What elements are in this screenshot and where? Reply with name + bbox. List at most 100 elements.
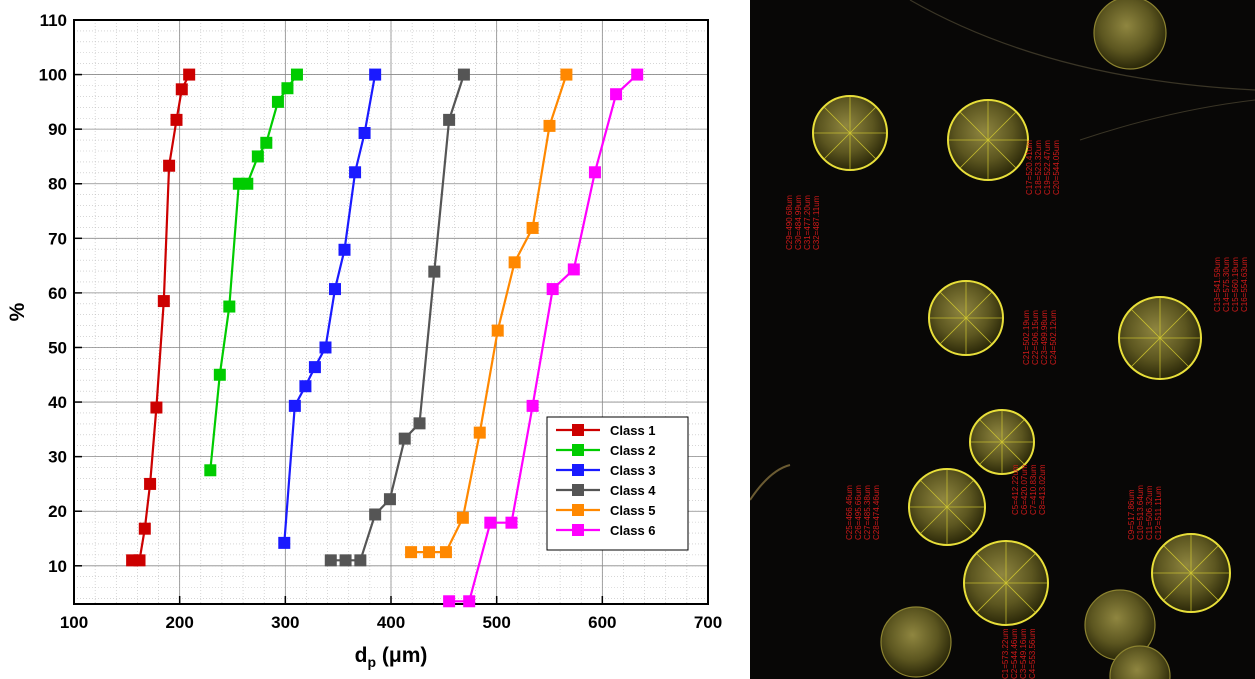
data-point-class-5 [491, 324, 504, 337]
size-annotation-line: C24=502.12um [1049, 310, 1058, 365]
data-point-class-1 [163, 159, 176, 172]
data-point-class-6 [567, 263, 580, 276]
particle-measure-line [823, 106, 877, 160]
data-point-class-4 [398, 432, 411, 445]
data-point-class-4 [457, 68, 470, 81]
data-point-class-3 [338, 243, 351, 256]
particle-measure-line [1163, 545, 1219, 601]
size-annotation: C5=412.22um C6=420.07um C7=410.83um C8=413.… [1011, 464, 1047, 515]
y-tick-label: 50 [48, 338, 67, 357]
size-annotation-line: C2=544.46um [1010, 628, 1019, 679]
series-line-class-5 [411, 74, 568, 554]
data-point-class-5 [526, 221, 539, 234]
y-tick-label: 90 [48, 120, 67, 139]
data-point-class-4 [324, 554, 337, 567]
size-annotation-line: C10=513.64um [1136, 485, 1145, 540]
legend-box [546, 416, 689, 551]
data-point-class-6 [546, 283, 559, 296]
y-tick-label: 100 [39, 66, 67, 85]
size-annotation: C9=517.86um C10=513.64um C11=506.32um C12=5… [1127, 485, 1163, 540]
size-annotation-line: C5=412.22um [1011, 464, 1020, 515]
data-point-class-1 [157, 295, 170, 308]
particle-measure-line [919, 479, 975, 535]
cumulative-distribution-chart: 100 200 300 400 500 600 700 10 20 30 40 50 60 70 80 90 1… [6, 11, 723, 670]
series-line-class-3 [283, 74, 377, 543]
size-annotation-line: C14=575.30um [1222, 257, 1231, 312]
data-point-class-6 [631, 68, 644, 81]
data-point-class-6 [505, 516, 518, 529]
size-annotation-line: C28=474.46um [872, 485, 881, 540]
data-point-class-4 [443, 113, 456, 126]
data-point-class-3 [278, 536, 291, 549]
data-point-class-2 [204, 464, 217, 477]
data-point-class-2 [281, 82, 294, 95]
data-point-class-2 [271, 95, 284, 108]
data-point-class-3 [349, 166, 362, 179]
chart-legend: Class 1 Class 2 Class 3 Class 4 Class 5 Class… [546, 416, 689, 551]
y-tick-label: 110 [40, 11, 67, 30]
data-point-class-5 [560, 68, 573, 81]
data-point-class-1 [183, 68, 196, 81]
size-annotation-line: C7=410.83um [1029, 464, 1038, 515]
data-point-class-3 [358, 126, 371, 139]
data-point-class-1 [133, 554, 146, 567]
size-annotation-line: C9=517.86um [1127, 489, 1136, 540]
legend-label: Class 1 [610, 423, 656, 438]
fiber-strand [909, 0, 1255, 91]
size-annotation-line: C17=520.41um [1025, 140, 1034, 195]
data-point-class-1 [175, 83, 188, 96]
size-annotation-line: C25=466.46um [845, 485, 854, 540]
data-point-class-5 [543, 119, 556, 132]
size-annotation-line: C26=495.66um [854, 485, 863, 540]
size-annotation-line: C22=506.15um [1031, 310, 1040, 365]
data-point-class-5 [405, 546, 418, 559]
legend-marker [572, 484, 584, 496]
size-annotation-line: C30=484.99um [794, 195, 803, 250]
data-point-class-5 [456, 511, 469, 524]
particles [812, 0, 1231, 679]
size-annotation-line: C15=560.19um [1231, 257, 1240, 312]
x-axis-title: dp (μm) [355, 644, 428, 670]
x-tick-label: 600 [588, 613, 616, 632]
series-line-class-1 [132, 74, 191, 562]
data-point-class-4 [413, 417, 426, 430]
x-axis-title-unit: (μm) [376, 644, 427, 667]
y-tick-label: 70 [48, 229, 67, 248]
particle-measure-line [979, 419, 1025, 465]
size-annotation-line: C12=511.11um [1154, 486, 1163, 540]
size-annotation-line: C20=544.05um [1052, 140, 1061, 195]
size-annotation-line: C23=499.98um [1040, 310, 1049, 365]
size-annotation: C1=573.22um C2=544.46um C3=549.16um C4=553.… [1001, 628, 1037, 679]
data-point-class-5 [439, 546, 452, 559]
data-point-class-4 [369, 508, 382, 521]
axis-ticks: 100 200 300 400 500 600 700 10 20 30 40 50 60 70 80 90 1… [39, 11, 723, 632]
particle-micrograph: C29=490.68um C30=484.99um C31=477.20um C32=… [750, 0, 1255, 679]
data-point-class-3 [328, 283, 341, 296]
fiber-strand [1079, 99, 1255, 141]
particle [1093, 0, 1167, 70]
size-annotation-line: C27=485.38um [863, 485, 872, 540]
y-tick-label: 60 [48, 284, 67, 303]
legend-label: Class 5 [610, 503, 656, 518]
size-annotation-line: C29=490.68um [785, 195, 794, 250]
legend-label: Class 2 [610, 443, 656, 458]
size-annotation-line: C21=502.19um [1022, 310, 1031, 365]
size-annotation-line: C18=523.32um [1034, 140, 1043, 195]
data-point-class-5 [473, 426, 486, 439]
particle [1109, 645, 1171, 679]
particle-measure-line [1130, 308, 1190, 368]
size-annotation-line: C4=553.56um [1028, 628, 1037, 679]
size-annotation: C25=466.46um C26=495.66um C27=485.38um C28=… [845, 485, 881, 540]
x-tick-label: 500 [482, 613, 510, 632]
series-line-class-6 [449, 73, 638, 603]
size-annotation-line: C1=573.22um [1001, 628, 1010, 679]
data-point-class-1 [138, 522, 151, 535]
data-point-class-6 [526, 399, 539, 412]
data-point-class-6 [610, 88, 623, 101]
x-tick-label: 400 [377, 613, 405, 632]
legend-marker [572, 524, 584, 536]
data-point-class-5 [423, 546, 436, 559]
size-annotation-line: C31=477.20um [803, 195, 812, 250]
x-axis-title-main: d [355, 644, 368, 667]
data-point-class-3 [369, 68, 382, 81]
